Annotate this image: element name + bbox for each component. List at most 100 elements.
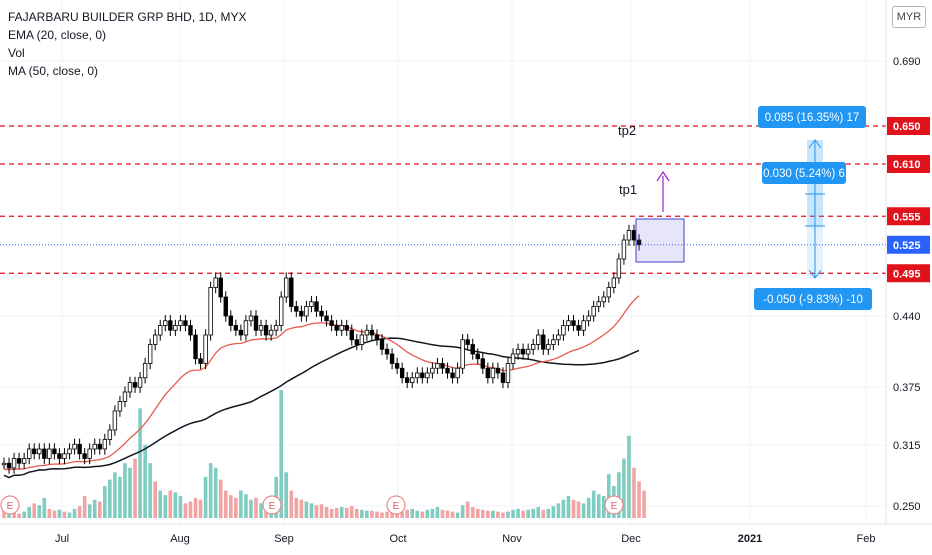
candle-body xyxy=(294,306,299,312)
volume-bar xyxy=(319,504,324,518)
candle-body xyxy=(193,334,198,360)
volume-bar xyxy=(284,472,289,518)
candle-body xyxy=(243,320,249,336)
candle-body xyxy=(183,320,188,326)
time-tick-label: Oct xyxy=(389,533,406,545)
candle-body xyxy=(596,301,601,307)
measure-label-box xyxy=(758,106,866,128)
volume-bar xyxy=(168,490,173,518)
volume-bar xyxy=(324,507,329,518)
candle-body xyxy=(304,306,309,317)
volume-bar xyxy=(415,510,420,518)
volume-bar xyxy=(113,472,117,518)
candle-body xyxy=(551,339,556,345)
volume-bar xyxy=(32,503,37,518)
volume-bar xyxy=(370,510,374,518)
candle-body xyxy=(102,439,107,450)
candle-body xyxy=(359,334,365,345)
grid-lines xyxy=(0,0,886,524)
candle-body xyxy=(349,329,354,341)
volume-bar xyxy=(118,476,122,518)
volume-bar xyxy=(486,510,490,518)
candle-body xyxy=(72,443,77,450)
candle-body xyxy=(425,372,430,379)
candle-body xyxy=(273,325,279,331)
level-lines xyxy=(0,125,886,274)
candle-body xyxy=(248,315,254,322)
candle-body xyxy=(561,325,566,336)
candle-body xyxy=(465,339,470,345)
time-tick-label: Nov xyxy=(502,533,522,545)
volume-bar xyxy=(183,503,188,518)
ma-line xyxy=(3,337,640,479)
volume-bar xyxy=(556,503,561,518)
volume-bar xyxy=(511,509,515,518)
earnings-marker xyxy=(262,495,282,515)
volume-bar xyxy=(375,511,379,518)
time-tick-label: Feb xyxy=(857,533,876,545)
time-axis[interactable]: Jul Aug Sep Oct Nov Dec 2021 Feb xyxy=(0,523,932,545)
volume-bar xyxy=(249,499,253,518)
price-axis[interactable]: 0.2500.3150.3750.4400.6250.6900.6500.610… xyxy=(885,0,930,524)
candle-body xyxy=(258,325,264,331)
volume-bar xyxy=(37,505,42,518)
candle-body xyxy=(510,353,516,364)
candle-body xyxy=(556,334,561,341)
price-tick-label: 0.250 xyxy=(893,501,921,513)
volume-bar xyxy=(254,497,258,518)
volume-bar xyxy=(576,501,581,518)
legend-ma[interactable]: MA (50, close, 0) xyxy=(8,64,99,78)
legend-vol[interactable]: Vol xyxy=(8,46,25,60)
measure-label: 0.085 (16.35%) 17 xyxy=(765,112,860,124)
highlight-box xyxy=(635,218,685,263)
volume-bar xyxy=(632,467,636,518)
volume-bar xyxy=(82,496,87,518)
volume-bar xyxy=(133,458,137,518)
candle-body xyxy=(82,453,87,459)
volume-bar xyxy=(521,510,525,518)
candle-body xyxy=(278,296,284,326)
candle-body xyxy=(531,344,536,350)
volume-bar xyxy=(349,506,354,518)
volume-bar xyxy=(506,511,510,518)
measure-label: 0.030 (5.24%) 6 xyxy=(763,168,845,180)
candle-body xyxy=(97,443,102,450)
candle-body xyxy=(324,315,329,322)
candle-body xyxy=(389,353,395,364)
candle-body xyxy=(263,325,269,336)
candle-body xyxy=(1,462,7,466)
volume-bar xyxy=(42,497,47,518)
candle-body xyxy=(117,401,123,412)
volume-bar xyxy=(470,507,475,518)
volume-bar xyxy=(571,499,576,518)
candle-body xyxy=(329,320,334,326)
candle-body xyxy=(198,358,203,364)
candle-body xyxy=(178,320,183,326)
volume-bar xyxy=(450,511,455,518)
volume-bar xyxy=(158,490,163,518)
candlesticks xyxy=(1,224,642,474)
candle-body xyxy=(475,353,480,360)
volume-bar xyxy=(213,467,218,518)
volume-bar xyxy=(536,507,541,518)
candle-body xyxy=(601,296,606,303)
legend-symbol[interactable]: FAJARBARU BUILDER GRP BHD, 1D, MYX xyxy=(8,10,247,24)
volume-bar xyxy=(455,512,460,518)
volume-bar xyxy=(123,463,127,518)
candle-body xyxy=(591,306,596,317)
candle-body xyxy=(87,448,92,459)
indicator-lines xyxy=(3,295,640,479)
candle-body xyxy=(6,462,12,469)
volume-bar xyxy=(637,481,641,518)
candle-body xyxy=(440,363,445,369)
candle-body xyxy=(21,458,27,464)
volume-bar xyxy=(566,496,571,518)
currency-badge[interactable]: MYR xyxy=(892,6,926,28)
level-price-label: 0.555 xyxy=(893,211,921,223)
candle-body xyxy=(470,344,475,355)
volume-bar xyxy=(400,511,404,518)
candle-body xyxy=(228,315,233,326)
legend-ema[interactable]: EMA (20, close, 0) xyxy=(8,28,107,42)
volume-bar xyxy=(460,505,465,518)
